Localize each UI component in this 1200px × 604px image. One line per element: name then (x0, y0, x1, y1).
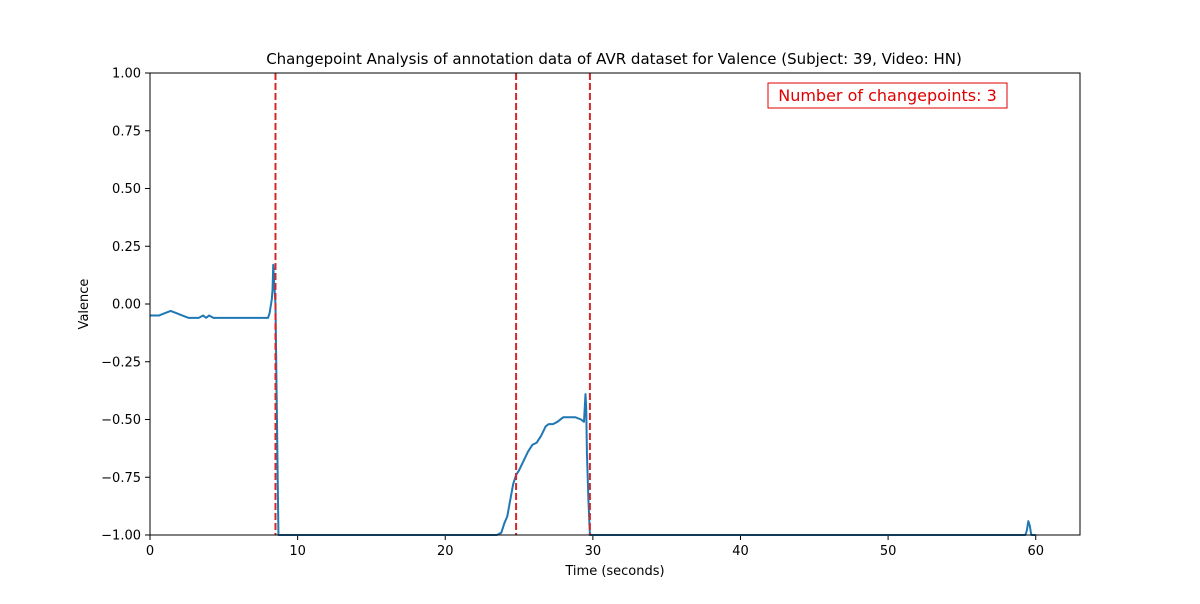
y-tick-label: 0.50 (112, 182, 141, 197)
y-tick-label: 0.75 (112, 124, 141, 139)
chart-title: Changepoint Analysis of annotation data … (266, 50, 962, 68)
x-tick-label: 10 (289, 544, 306, 559)
x-axis-label: Time (seconds) (564, 564, 664, 579)
y-axis-label: Valence (77, 279, 92, 330)
x-tick-label: 40 (732, 544, 749, 559)
plot-frame (149, 72, 1081, 536)
changepoint-group (274, 73, 591, 535)
y-tick-label: 0.25 (112, 240, 141, 255)
y-axis-ticks: −1.00 −0.75 −0.50 −0.25 0.00 0.25 0.50 0.75 1.00 (101, 67, 150, 544)
annotation-box (767, 82, 1008, 109)
y-tick-label: 0.00 (112, 298, 141, 313)
annotation-text: Number of changepoints: 3 (778, 86, 997, 105)
x-tick-label: 50 (880, 544, 897, 559)
x-tick-label: 20 (437, 544, 454, 559)
x-tick-label: 0 (146, 544, 154, 559)
y-tick-label: 1.00 (112, 67, 141, 82)
x-tick-label: 30 (585, 544, 602, 559)
y-tick-label: −0.25 (101, 355, 141, 370)
x-tick-label: 60 (1027, 544, 1044, 559)
y-tick-label: −0.75 (101, 471, 141, 486)
changepoint-count-annotation: Number of changepoints: 3 (767, 82, 1008, 109)
y-tick-label: −0.50 (101, 413, 141, 428)
y-tick-label: −1.00 (101, 529, 141, 544)
x-axis-ticks: 0 10 20 30 40 50 60 (146, 535, 1044, 559)
